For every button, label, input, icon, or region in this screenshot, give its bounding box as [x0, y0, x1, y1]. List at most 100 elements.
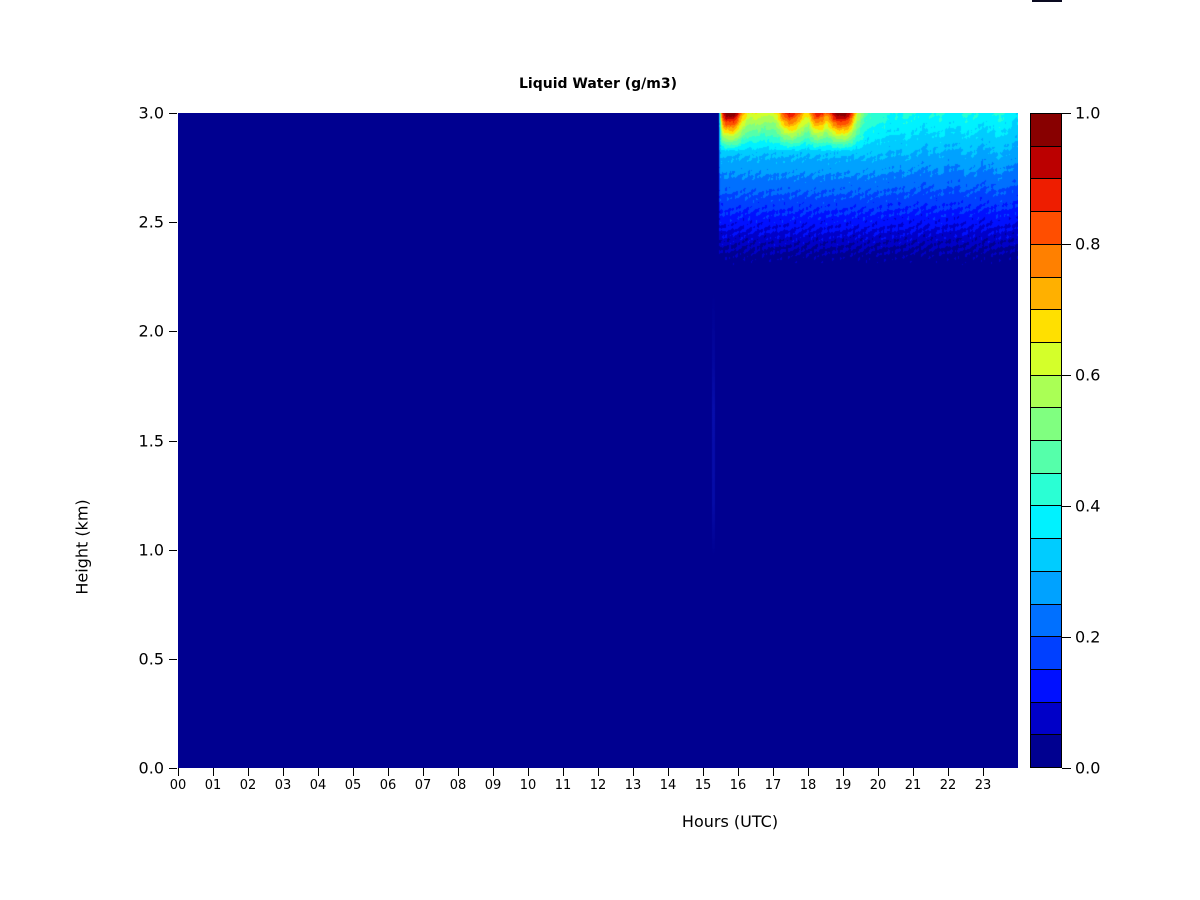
colorbar-tick-label: 0.4 [1075, 496, 1101, 516]
x-tick-mark [878, 768, 879, 776]
colorbar-segment [1030, 636, 1062, 670]
colorbar-tick-label: 0.2 [1075, 627, 1101, 647]
colorbar-segment [1030, 701, 1062, 736]
x-tick-mark [423, 768, 424, 776]
x-tick-label: 10 [519, 778, 537, 793]
colorbar [1030, 113, 1062, 769]
x-tick-label: 12 [589, 778, 607, 793]
x-tick-label: 20 [869, 778, 887, 793]
chart-title: Liquid Water (g/m3) [518, 76, 678, 92]
y-tick-label: 0.5 [138, 649, 164, 669]
y-tick-mark [169, 440, 177, 442]
x-tick-label: 09 [484, 778, 502, 793]
colorbar-tick-label: 0.0 [1075, 758, 1101, 778]
y-tick-mark [169, 658, 177, 660]
y-tick-mark [169, 768, 177, 769]
x-tick-label: 17 [764, 778, 782, 793]
x-tick-mark [248, 768, 249, 776]
x-tick-label: 03 [274, 778, 292, 793]
contour-plot-canvas [178, 113, 1018, 768]
colorbar-segment [1030, 472, 1062, 507]
x-tick-label: 22 [939, 778, 957, 793]
x-tick-mark [388, 768, 389, 776]
y-tick-label: 2.5 [138, 212, 164, 232]
colorbar-segment [1030, 243, 1062, 278]
y-tick-mark [169, 222, 177, 224]
y-tick-label: 0.0 [138, 758, 164, 778]
x-tick-label: 01 [204, 778, 222, 793]
colorbar-tick-mark [1062, 768, 1071, 769]
y-tick-label: 3.0 [138, 103, 164, 123]
x-tick-label: 08 [449, 778, 467, 793]
colorbar-segment [1030, 374, 1062, 409]
colorbar-tick-label: 0.6 [1075, 365, 1101, 385]
y-tick-mark [169, 549, 177, 551]
colorbar-segment [1030, 113, 1062, 147]
x-tick-mark [948, 768, 949, 776]
y-tick-mark [169, 331, 177, 333]
x-tick-mark [178, 768, 179, 776]
colorbar-segment [1030, 734, 1062, 769]
x-tick-label: 14 [659, 778, 677, 793]
y-tick-label: 1.0 [138, 540, 164, 560]
colorbar-segment [1030, 211, 1062, 245]
colorbar-segment [1030, 309, 1062, 343]
x-tick-mark [913, 768, 914, 776]
x-tick-label: 11 [554, 778, 572, 793]
colorbar-segment [1030, 341, 1062, 376]
x-tick-label: 05 [344, 778, 362, 793]
colorbar-segment [1030, 570, 1062, 605]
x-axis-label: Hours (UTC) [681, 812, 779, 831]
x-tick-label: 23 [974, 778, 992, 793]
x-tick-label: 07 [414, 778, 432, 793]
x-tick-mark [738, 768, 739, 776]
colorbar-tick-mark [1062, 637, 1071, 638]
colorbar-tick-mark [1062, 113, 1071, 114]
x-tick-mark [528, 768, 529, 776]
x-tick-mark [983, 768, 984, 776]
y-tick-label: 1.5 [138, 431, 164, 450]
x-tick-mark [213, 768, 214, 776]
x-tick-mark [318, 768, 319, 776]
colorbar-segment [1030, 538, 1062, 572]
x-tick-label: 18 [799, 778, 817, 793]
x-tick-label: 19 [834, 778, 852, 793]
x-tick-mark [283, 768, 284, 776]
x-tick-label: 13 [624, 778, 642, 793]
x-tick-label: 16 [729, 778, 747, 793]
colorbar-segment [1030, 603, 1062, 638]
colorbar-segment [1030, 178, 1062, 213]
colorbar-segment [1030, 668, 1062, 703]
colorbar-segment [1030, 407, 1062, 442]
top-edge-artifact-line [1032, 0, 1062, 2]
y-tick-label: 2.0 [138, 321, 164, 341]
y-axis-label: Height (km) [72, 499, 92, 595]
x-tick-label: 15 [694, 778, 712, 793]
x-tick-label: 04 [309, 778, 327, 793]
colorbar-tick-label: 1.0 [1075, 103, 1101, 123]
x-tick-mark [808, 768, 809, 776]
x-tick-label: 06 [379, 778, 397, 793]
colorbar-segment [1030, 276, 1062, 311]
colorbar-tick-mark [1062, 244, 1071, 245]
x-tick-mark [563, 768, 564, 776]
x-tick-mark [598, 768, 599, 776]
x-tick-label: 02 [239, 778, 257, 793]
x-tick-mark [668, 768, 669, 776]
x-tick-mark [633, 768, 634, 776]
colorbar-tick-mark [1062, 375, 1071, 376]
colorbar-segment [1030, 440, 1062, 474]
x-tick-label: 00 [169, 778, 187, 793]
x-tick-mark [843, 768, 844, 776]
colorbar-segment [1030, 145, 1062, 180]
x-tick-mark [703, 768, 704, 776]
x-tick-mark [458, 768, 459, 776]
x-tick-mark [353, 768, 354, 776]
x-tick-label: 21 [904, 778, 922, 793]
x-tick-mark [773, 768, 774, 776]
colorbar-tick-mark [1062, 506, 1071, 507]
y-tick-mark [169, 113, 177, 114]
x-tick-mark [493, 768, 494, 776]
colorbar-segment [1030, 505, 1062, 540]
